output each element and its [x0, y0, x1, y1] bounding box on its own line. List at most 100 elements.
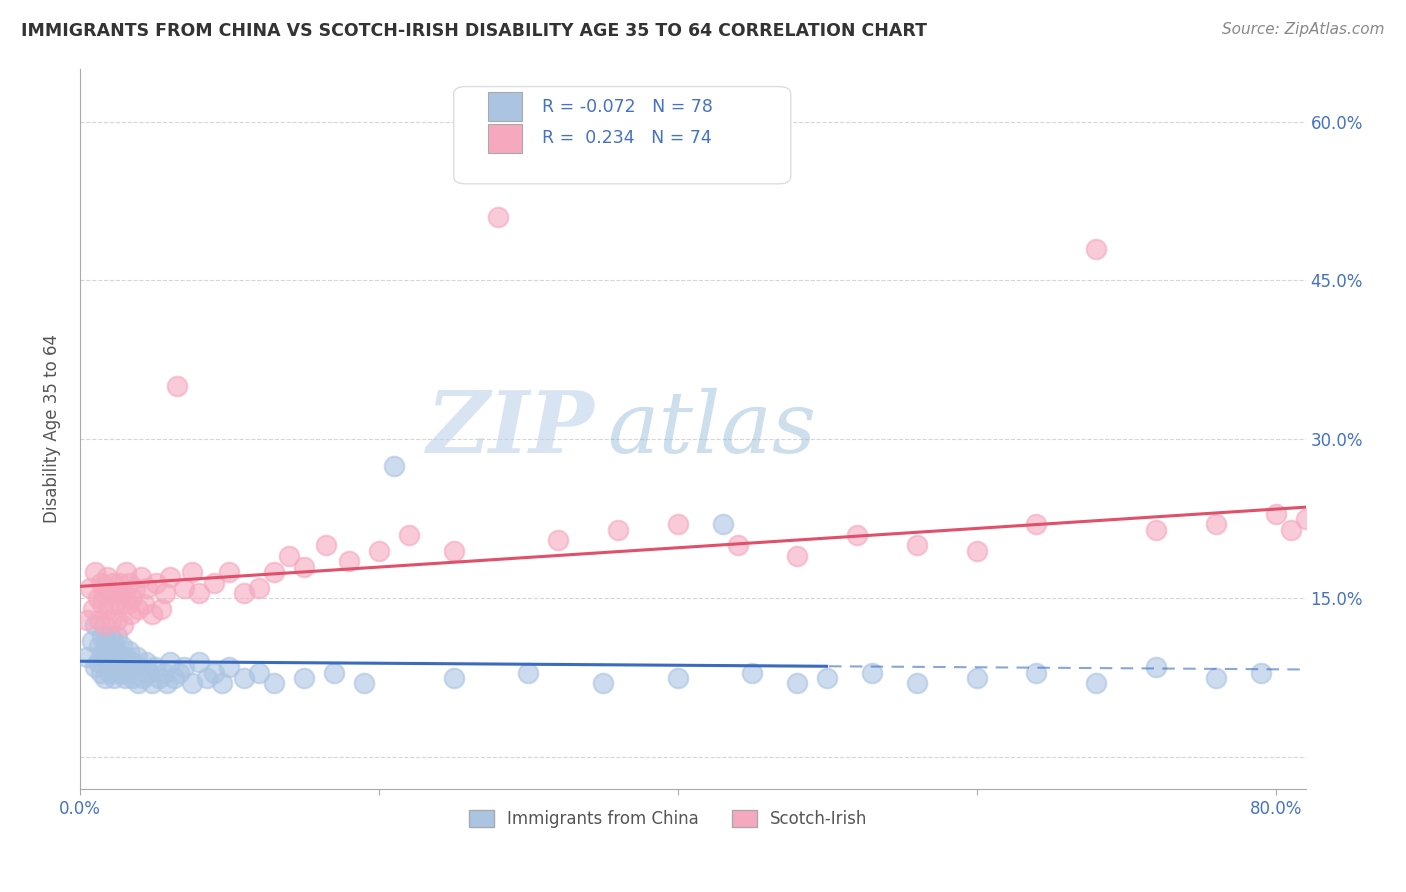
Point [860, 665, 883, 680]
Point [118, 644, 141, 658]
Point [173, 581, 195, 595]
Point [149, 602, 172, 616]
Point [107, 665, 129, 680]
Point [134, 597, 156, 611]
Text: R = -0.072   N = 78: R = -0.072 N = 78 [541, 98, 713, 116]
Point [103, 597, 125, 611]
Point [105, 613, 128, 627]
Point [100, 613, 122, 627]
Point [323, 665, 346, 680]
Point [337, 554, 360, 568]
Point [166, 379, 188, 393]
Point [1339, 723, 1361, 738]
Point [1295, 512, 1317, 526]
Point [218, 565, 240, 579]
Point [114, 671, 136, 685]
Point [1309, 528, 1331, 542]
Point [547, 533, 569, 548]
Point [112, 618, 135, 632]
Point [76, 649, 98, 664]
Point [233, 586, 256, 600]
Point [163, 671, 186, 685]
Point [966, 671, 988, 685]
Point [382, 458, 405, 473]
Point [105, 628, 128, 642]
Point [167, 665, 190, 680]
Point [517, 665, 540, 680]
Point [486, 210, 509, 224]
Point [101, 660, 124, 674]
Point [87, 655, 110, 669]
Point [815, 671, 838, 685]
Point [155, 676, 177, 690]
Point [666, 671, 689, 685]
Point [91, 597, 114, 611]
Point [98, 586, 121, 600]
Point [353, 676, 375, 690]
Point [202, 665, 225, 680]
Point [159, 655, 181, 669]
Point [1144, 660, 1167, 674]
Point [592, 676, 614, 690]
Point [1250, 665, 1272, 680]
Point [91, 649, 114, 664]
Point [1279, 523, 1302, 537]
Point [83, 660, 105, 674]
Point [711, 517, 734, 532]
Point [443, 543, 465, 558]
Point [114, 586, 136, 600]
Text: Source: ZipAtlas.com: Source: ZipAtlas.com [1222, 22, 1385, 37]
Point [188, 655, 211, 669]
Point [443, 671, 465, 685]
FancyBboxPatch shape [488, 124, 523, 153]
Point [152, 665, 174, 680]
Point [143, 660, 166, 674]
Point [1205, 671, 1227, 685]
Point [263, 676, 285, 690]
Point [93, 586, 115, 600]
Point [173, 660, 195, 674]
Point [122, 660, 145, 674]
Point [138, 665, 160, 680]
Point [104, 586, 127, 600]
Point [607, 523, 630, 537]
Point [105, 655, 128, 669]
Point [398, 528, 420, 542]
Text: R =  0.234   N = 74: R = 0.234 N = 74 [541, 129, 711, 147]
Point [89, 613, 111, 627]
Point [315, 538, 337, 552]
Point [90, 575, 112, 590]
Point [1025, 517, 1047, 532]
Legend: Immigrants from China, Scotch-Irish: Immigrants from China, Scotch-Irish [463, 804, 875, 835]
Point [98, 665, 121, 680]
Point [218, 660, 240, 674]
Point [117, 665, 139, 680]
Point [117, 597, 139, 611]
Point [79, 581, 101, 595]
Point [98, 628, 121, 642]
Point [115, 649, 138, 664]
FancyBboxPatch shape [454, 87, 790, 184]
Point [96, 633, 118, 648]
Point [233, 671, 256, 685]
Point [153, 586, 176, 600]
Text: IMMIGRANTS FROM CHINA VS SCOTCH-IRISH DISABILITY AGE 35 TO 64 CORRELATION CHART: IMMIGRANTS FROM CHINA VS SCOTCH-IRISH DI… [21, 22, 927, 40]
Point [905, 538, 928, 552]
Point [1324, 517, 1347, 532]
Point [90, 665, 112, 680]
Point [367, 543, 389, 558]
Point [100, 649, 122, 664]
Point [786, 549, 808, 563]
Point [1085, 242, 1108, 256]
Point [145, 575, 167, 590]
Point [107, 575, 129, 590]
Point [966, 543, 988, 558]
Point [115, 565, 138, 579]
Point [103, 671, 125, 685]
Point [87, 591, 110, 606]
Point [83, 618, 105, 632]
Point [120, 607, 142, 622]
Point [727, 538, 749, 552]
Point [195, 671, 218, 685]
Text: ZIP: ZIP [427, 387, 595, 471]
